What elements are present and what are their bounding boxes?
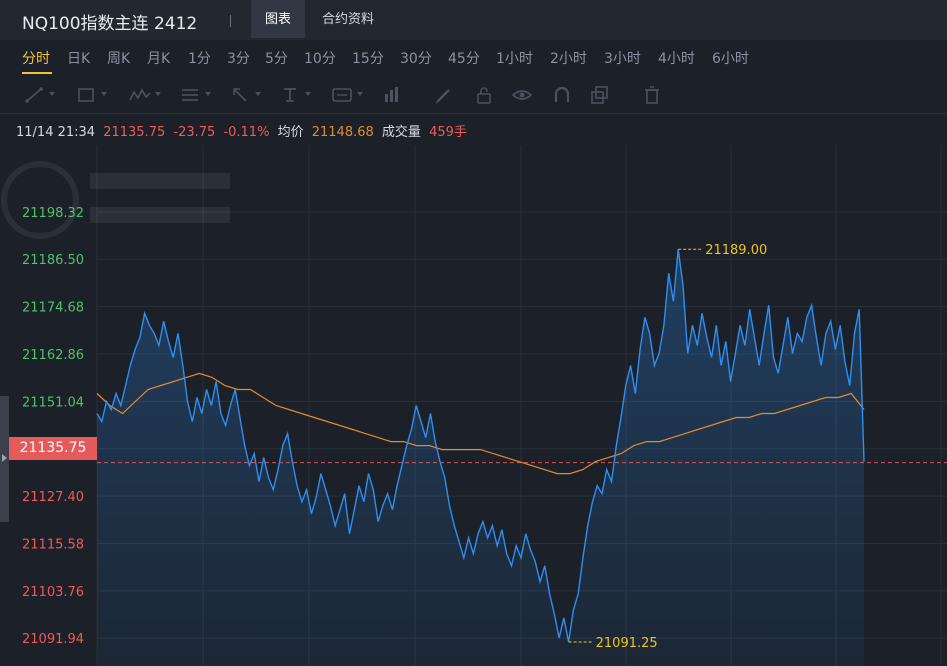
pattern-tool-icon[interactable] [128,84,161,106]
delete-icon[interactable] [640,84,664,106]
period-4h[interactable]: 4小时 [658,51,695,67]
period-45min[interactable]: 45分 [448,51,480,67]
y-tick-label: 21127.40 [22,490,84,505]
drawing-toolbar [14,80,934,110]
period-2h[interactable]: 2小时 [550,51,587,67]
y-tick-label: 21151.04 [22,395,84,410]
eye-icon[interactable] [510,84,534,106]
chart-canvas[interactable]: 21198.32 21186.50 21174.68 21162.86 21151.04… [0,145,947,666]
lock-icon[interactable] [472,84,496,106]
period-30min[interactable]: 30分 [400,51,432,67]
volume-label: 成交量 [381,125,421,140]
copy-icon[interactable] [588,84,612,106]
period-6h[interactable]: 6小时 [712,51,749,67]
pencil-icon[interactable] [432,84,456,106]
expand-arrow-icon [2,454,7,462]
period-15min[interactable]: 15分 [352,51,384,67]
period-3min[interactable]: 3分 [227,51,250,67]
period-monthly[interactable]: 月K [147,51,171,67]
title-separator [230,15,231,27]
period-intraday[interactable]: 分时 [22,51,50,67]
period-weekly[interactable]: 周K [107,51,131,67]
tab-contract-info[interactable]: 合约资料 [321,12,374,27]
quote-time: 11/14 21:34 [16,125,96,140]
period-1h[interactable]: 1小时 [496,51,533,67]
price-line [96,249,865,643]
line-tool-icon[interactable] [22,84,55,106]
intraday-chart[interactable]: 21198.32 21186.50 21174.68 21162.86 21151.04… [0,145,947,666]
toolbar-divider [0,113,947,114]
avg-price-label: 均价 [277,125,304,140]
quote-info-line: 11/14 21:34 21135.75 -23.75 -0.11% 均价 21… [16,121,471,140]
side-panel-toggle[interactable] [0,396,9,522]
quote-price: 21135.75 [103,125,166,140]
volume-value: 459手 [429,125,467,140]
avg-price-value: 21148.68 [311,125,374,140]
y-tick-label: 21115.58 [22,537,84,552]
period-10min[interactable]: 10分 [304,51,336,67]
low-price-label: 21091.25 [596,636,658,651]
period-daily[interactable]: 日K [67,51,91,67]
y-tick-label: 21198.32 [22,206,84,221]
period-1min[interactable]: 1分 [188,51,211,67]
quote-change: -23.75 [173,125,216,140]
high-price-label: 21189.00 [705,243,767,258]
y-tick-label: 21091.94 [22,632,84,647]
watermark-logo [1,161,230,239]
period-selector: 分时 日K 周K 月K 1分 3分 5分 10分 15分 30分 45分 1小时… [0,40,947,76]
fibonacci-tool-icon[interactable] [178,84,211,106]
magnet-icon[interactable] [550,84,574,106]
y-tick-label: 21186.50 [22,253,84,268]
measure-tool-icon[interactable] [380,84,404,106]
tab-chart[interactable]: 图表 [251,0,305,38]
quote-change-pct: -0.11% [223,125,270,140]
current-price-tag: 21135.75 [9,437,97,460]
period-5min[interactable]: 5分 [265,51,288,67]
rectangle-tool-icon[interactable] [74,84,107,106]
price-area-fill [97,249,864,666]
title-bar: NQ100指数主连 2412 图表 合约资料 [0,0,947,40]
y-tick-label: 21174.68 [22,301,84,316]
period-3h[interactable]: 3小时 [604,51,641,67]
text-tool-icon[interactable] [278,84,311,106]
y-tick-label: 21162.86 [22,348,84,363]
y-tick-label: 21103.76 [22,585,84,600]
average-price-line [96,372,865,475]
arrow-tool-icon[interactable] [228,84,261,106]
active-period-underline [22,72,52,74]
instrument-title: NQ100指数主连 2412 [22,14,198,34]
label-tool-icon[interactable] [330,84,363,106]
